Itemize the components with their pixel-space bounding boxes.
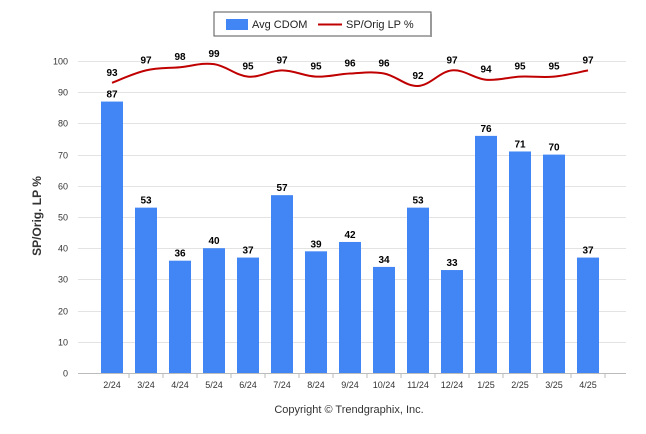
- y-tick-label: 10: [58, 338, 68, 348]
- x-tick-label: 3/24: [137, 380, 155, 390]
- bar-data-label: 53: [140, 196, 152, 207]
- bar-data-label: 34: [378, 255, 390, 266]
- bar-data-label: 33: [446, 258, 458, 269]
- bar-data-label: 37: [242, 246, 254, 257]
- bar: [305, 251, 327, 373]
- y-tick-label: 80: [58, 119, 68, 129]
- bar-data-label: 76: [480, 124, 492, 135]
- line-data-label: 97: [582, 55, 594, 66]
- bar-data-label: 57: [276, 183, 288, 194]
- line-data-label: 97: [140, 55, 152, 66]
- x-tick-label: 8/24: [307, 380, 325, 390]
- y-axis-ticks: 0 10 20 30 40 50 60 70 80 90 100: [53, 57, 68, 379]
- bar: [237, 257, 259, 373]
- bar-data-labels: 87 53 36 40 37 57 39 42 34 53 33 76 71 70 37: [106, 90, 594, 269]
- legend-label-line: SP/Orig LP %: [346, 19, 414, 31]
- y-tick-label: 100: [53, 57, 68, 67]
- bar-data-label: 36: [174, 249, 186, 260]
- line-data-label: 95: [514, 62, 526, 73]
- bar: [577, 257, 599, 373]
- line-series-path: [111, 62, 589, 87]
- bar: [407, 207, 429, 373]
- line-data-label: 96: [378, 58, 390, 69]
- line-data-label: 97: [446, 55, 458, 66]
- bar-data-label: 37: [582, 246, 594, 257]
- bar: [509, 151, 531, 373]
- bar: [135, 207, 157, 373]
- bar-data-label: 53: [412, 196, 424, 207]
- x-tick-label: 9/24: [341, 380, 359, 390]
- y-tick-label: 40: [58, 244, 68, 254]
- x-tick-label: 4/24: [171, 380, 189, 390]
- copyright-text: Copyright © Trendgraphix, Inc.: [274, 404, 423, 416]
- line-data-labels: 93 97 98 99 95 97 95 96 96 92 97 94 95 95 97: [106, 49, 594, 82]
- bar: [203, 248, 225, 373]
- x-tick-label: 6/24: [239, 380, 257, 390]
- line-series: [111, 62, 589, 87]
- bar-series: [101, 101, 599, 373]
- x-tick-label: 3/25: [545, 380, 563, 390]
- y-tick-label: 0: [63, 369, 68, 379]
- bar-data-label: 39: [310, 239, 322, 250]
- y-tick-label: 20: [58, 307, 68, 317]
- bar: [101, 101, 123, 373]
- bar-data-label: 42: [344, 230, 356, 241]
- chart-legend: Avg CDOM SP/Orig LP %: [213, 11, 432, 37]
- line-data-label: 96: [344, 58, 356, 69]
- y-tick-label: 50: [58, 213, 68, 223]
- bar: [441, 270, 463, 373]
- legend-label-bar: Avg CDOM: [252, 19, 307, 31]
- line-data-label: 99: [208, 49, 220, 60]
- bar: [339, 241, 361, 373]
- line-data-label: 95: [548, 62, 560, 73]
- bar: [271, 195, 293, 373]
- y-axis-label: SP/Orig. LP %: [30, 176, 44, 256]
- y-tick-label: 70: [58, 151, 68, 161]
- x-tick-label: 4/25: [579, 380, 597, 390]
- bar: [543, 154, 565, 373]
- bar-data-label: 71: [514, 139, 526, 150]
- x-axis-ticks: 2/24 3/24 4/24 5/24 6/24 7/24 8/24 9/24 10/24 11/…: [103, 373, 606, 390]
- bar: [475, 135, 497, 373]
- line-data-label: 94: [480, 65, 492, 76]
- bar-data-label: 40: [208, 236, 220, 247]
- line-data-label: 92: [412, 71, 424, 82]
- y-tick-label: 60: [58, 182, 68, 192]
- x-tick-label: 7/24: [273, 380, 291, 390]
- x-tick-label: 1/25: [477, 380, 495, 390]
- bar-data-label: 70: [548, 143, 560, 154]
- line-data-label: 93: [106, 68, 118, 79]
- y-tick-label: 30: [58, 275, 68, 285]
- x-tick-label: 5/24: [205, 380, 223, 390]
- bar: [373, 266, 395, 373]
- bar: [169, 260, 191, 373]
- bar-data-label: 87: [106, 90, 118, 101]
- x-tick-label: 12/24: [441, 380, 464, 390]
- x-tick-label: 10/24: [373, 380, 396, 390]
- line-data-label: 98: [174, 52, 186, 63]
- x-tick-label: 11/24: [407, 380, 429, 390]
- x-tick-label: 2/25: [511, 380, 529, 390]
- x-tick-label: 2/24: [103, 380, 121, 390]
- line-data-label: 97: [276, 55, 288, 66]
- line-data-label: 95: [242, 62, 254, 73]
- line-data-label: 95: [310, 62, 322, 73]
- y-tick-label: 90: [58, 88, 68, 98]
- legend-swatch-bar: [226, 19, 248, 30]
